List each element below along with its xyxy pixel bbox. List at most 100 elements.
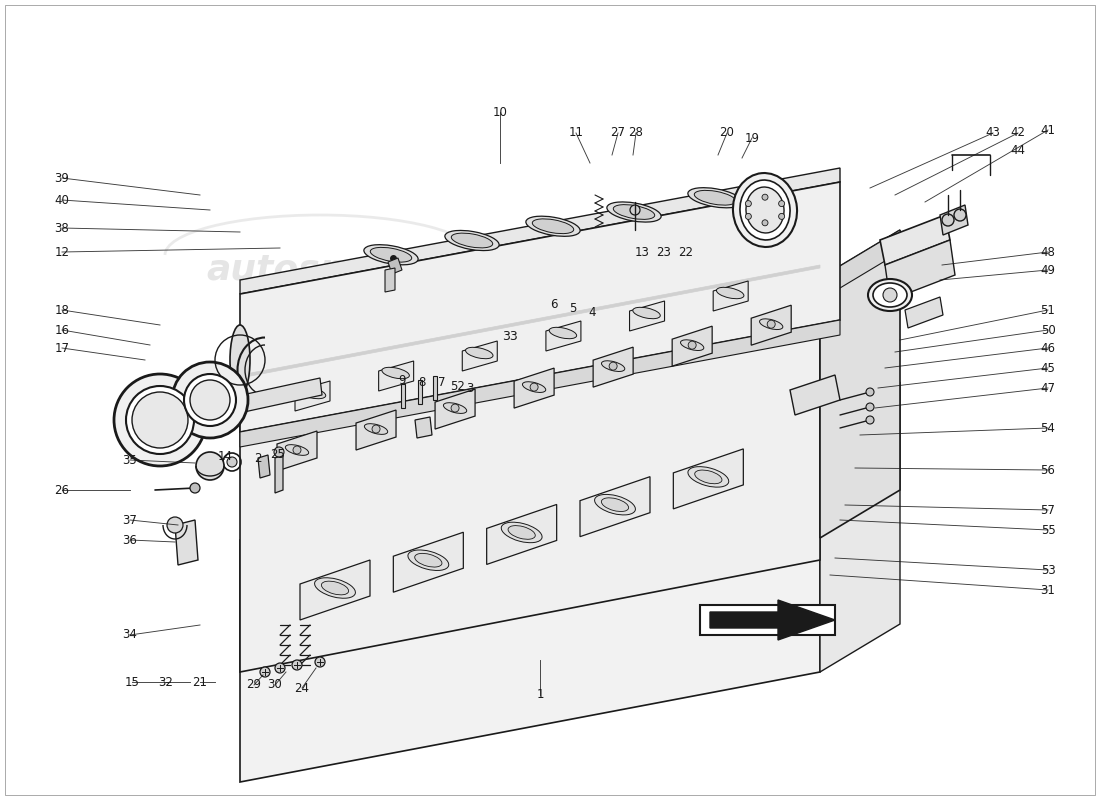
Text: 7: 7 (438, 377, 446, 390)
Ellipse shape (315, 578, 355, 598)
Text: 55: 55 (1041, 523, 1055, 537)
Circle shape (942, 214, 954, 226)
Text: 35: 35 (122, 454, 138, 466)
Text: 17: 17 (55, 342, 69, 354)
Polygon shape (295, 381, 330, 411)
Polygon shape (514, 368, 554, 408)
Ellipse shape (382, 367, 409, 378)
Circle shape (779, 201, 784, 206)
Text: 23: 23 (657, 246, 671, 258)
Ellipse shape (415, 554, 442, 567)
Ellipse shape (549, 327, 576, 338)
Circle shape (293, 446, 301, 454)
Polygon shape (629, 301, 664, 331)
Polygon shape (240, 278, 820, 412)
Ellipse shape (873, 283, 908, 307)
Circle shape (190, 380, 230, 420)
Ellipse shape (285, 445, 309, 455)
Text: 16: 16 (55, 323, 69, 337)
Ellipse shape (681, 340, 704, 350)
Polygon shape (240, 320, 840, 447)
Text: 28: 28 (628, 126, 643, 139)
Polygon shape (820, 382, 900, 672)
Polygon shape (240, 300, 820, 672)
Polygon shape (886, 240, 955, 300)
Circle shape (196, 452, 224, 480)
Text: 48: 48 (1041, 246, 1055, 258)
Ellipse shape (451, 233, 493, 248)
Ellipse shape (532, 219, 574, 234)
Text: 1: 1 (537, 689, 543, 702)
Text: autospares: autospares (206, 253, 433, 287)
Ellipse shape (508, 526, 536, 539)
Circle shape (866, 416, 874, 424)
Text: 41: 41 (1041, 123, 1056, 137)
Polygon shape (242, 378, 322, 412)
Polygon shape (415, 417, 432, 438)
Circle shape (883, 288, 896, 302)
Text: 8: 8 (418, 375, 426, 389)
Polygon shape (277, 431, 317, 471)
Ellipse shape (632, 307, 660, 318)
Text: 11: 11 (569, 126, 583, 139)
Text: 2: 2 (254, 451, 262, 465)
Text: 44: 44 (1011, 143, 1025, 157)
Polygon shape (240, 182, 840, 432)
Text: 32: 32 (158, 675, 174, 689)
Circle shape (746, 201, 751, 206)
Text: 18: 18 (55, 303, 69, 317)
Circle shape (779, 214, 784, 219)
Polygon shape (880, 215, 950, 265)
Text: 22: 22 (679, 246, 693, 258)
Polygon shape (240, 430, 820, 782)
Polygon shape (546, 321, 581, 351)
Text: 33: 33 (502, 330, 518, 343)
Text: 31: 31 (1041, 583, 1055, 597)
Circle shape (866, 388, 874, 396)
Polygon shape (258, 455, 270, 478)
Polygon shape (673, 449, 744, 509)
Text: 51: 51 (1041, 303, 1055, 317)
Text: 30: 30 (267, 678, 283, 691)
Text: 54: 54 (1041, 422, 1055, 434)
Ellipse shape (759, 319, 783, 330)
Text: 10: 10 (493, 106, 507, 118)
Circle shape (167, 517, 183, 533)
Polygon shape (713, 281, 748, 311)
Ellipse shape (733, 173, 798, 247)
Text: 46: 46 (1041, 342, 1056, 354)
Polygon shape (820, 230, 900, 538)
Circle shape (630, 205, 640, 215)
Polygon shape (700, 605, 835, 635)
Text: 40: 40 (55, 194, 69, 206)
Polygon shape (905, 297, 943, 328)
Text: 36: 36 (122, 534, 138, 546)
Polygon shape (275, 455, 283, 493)
Text: 53: 53 (1041, 563, 1055, 577)
Circle shape (762, 194, 768, 200)
Text: 4: 4 (588, 306, 596, 318)
Text: 6: 6 (550, 298, 558, 311)
Text: 19: 19 (745, 131, 759, 145)
Polygon shape (751, 305, 791, 345)
Circle shape (275, 663, 285, 673)
Text: 39: 39 (55, 171, 69, 185)
Ellipse shape (465, 347, 493, 358)
Circle shape (372, 425, 379, 433)
Text: 52: 52 (451, 379, 465, 393)
Polygon shape (672, 326, 712, 366)
Ellipse shape (364, 424, 387, 434)
Text: 37: 37 (122, 514, 138, 526)
Ellipse shape (321, 581, 349, 595)
Circle shape (126, 386, 194, 454)
Circle shape (184, 374, 236, 426)
Ellipse shape (746, 187, 784, 233)
Circle shape (315, 657, 324, 667)
Text: 49: 49 (1041, 263, 1056, 277)
Polygon shape (240, 255, 820, 385)
Circle shape (190, 483, 200, 493)
Ellipse shape (607, 202, 661, 222)
Circle shape (762, 220, 768, 226)
Circle shape (746, 214, 751, 219)
Text: 15: 15 (124, 675, 140, 689)
